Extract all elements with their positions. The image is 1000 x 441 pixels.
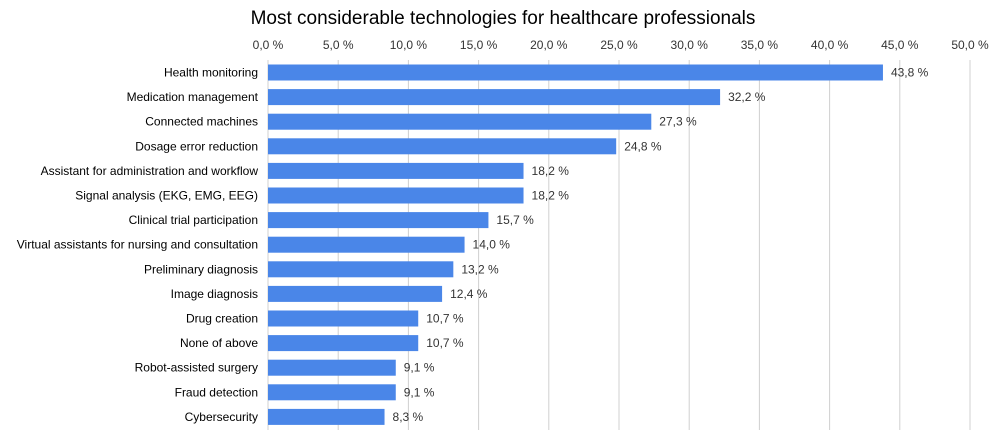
x-tick-label: 40,0 %	[811, 38, 849, 52]
category-label: Connected machines	[145, 115, 258, 129]
data-label: 9,1 %	[404, 361, 435, 375]
x-tick-label: 50,0 %	[951, 38, 989, 52]
data-label: 8,3 %	[393, 410, 424, 424]
category-label: None of above	[180, 336, 258, 350]
data-label: 14,0 %	[473, 238, 511, 252]
data-label: 32,2 %	[728, 90, 766, 104]
bars	[268, 64, 883, 425]
x-tick-label: 25,0 %	[600, 38, 638, 52]
bar	[268, 335, 419, 352]
bar	[268, 310, 419, 327]
bar	[268, 408, 385, 425]
category-label: Robot-assisted surgery	[135, 361, 258, 375]
category-label: Image diagnosis	[171, 287, 258, 301]
data-label: 12,4 %	[450, 287, 488, 301]
bar	[268, 187, 524, 204]
data-labels: 43,8 % 32,2 % 27,3 % 24,8 % 18,2 % 18,2 % 15,7…	[393, 66, 929, 424]
bar	[268, 212, 489, 229]
category-label: Cybersecurity	[185, 410, 258, 424]
data-label: 13,2 %	[461, 262, 499, 276]
chart-title: Most considerable technologies for healt…	[251, 8, 756, 29]
bar	[268, 384, 396, 401]
data-label: 18,2 %	[532, 189, 570, 203]
bar	[268, 64, 883, 81]
data-label: 24,8 %	[624, 139, 662, 153]
x-tick-label: 5,0 %	[323, 38, 354, 52]
category-label: Assistant for administration and workflo…	[41, 164, 259, 178]
bar	[268, 89, 721, 106]
bar	[268, 236, 465, 253]
category-label: Signal analysis (EKG, EMG, EEG)	[75, 189, 258, 203]
data-label: 10,7 %	[426, 312, 464, 326]
x-tick-label: 20,0 %	[530, 38, 568, 52]
data-label: 18,2 %	[532, 164, 570, 178]
x-axis-ticks: 0,0 % 5,0 % 10,0 % 15,0 % 20,0 % 25,0 % 30,0 %…	[253, 38, 989, 52]
bar	[268, 359, 396, 376]
x-tick-label: 45,0 %	[881, 38, 919, 52]
x-tick-label: 10,0 %	[390, 38, 428, 52]
bar	[268, 138, 617, 155]
data-label: 27,3 %	[659, 115, 697, 129]
category-label: Health monitoring	[164, 66, 258, 80]
data-label: 10,7 %	[426, 336, 464, 350]
bar	[268, 162, 524, 179]
x-tick-label: 0,0 %	[253, 38, 284, 52]
category-labels: Health monitoring Medication management Co…	[17, 66, 259, 424]
bar	[268, 113, 652, 130]
data-label: 43,8 %	[891, 66, 929, 80]
category-label: Clinical trial participation	[129, 213, 258, 227]
x-tick-label: 15,0 %	[460, 38, 498, 52]
category-label: Preliminary diagnosis	[144, 262, 258, 276]
bar	[268, 261, 454, 278]
bar	[268, 285, 443, 302]
category-label: Fraud detection	[175, 385, 258, 399]
x-tick-label: 35,0 %	[741, 38, 779, 52]
category-label: Drug creation	[186, 312, 258, 326]
data-label: 9,1 %	[404, 385, 435, 399]
category-label: Virtual assistants for nursing and consu…	[17, 238, 258, 252]
category-label: Medication management	[127, 90, 259, 104]
x-tick-label: 30,0 %	[671, 38, 709, 52]
category-label: Dosage error reduction	[135, 139, 258, 153]
data-label: 15,7 %	[496, 213, 534, 227]
